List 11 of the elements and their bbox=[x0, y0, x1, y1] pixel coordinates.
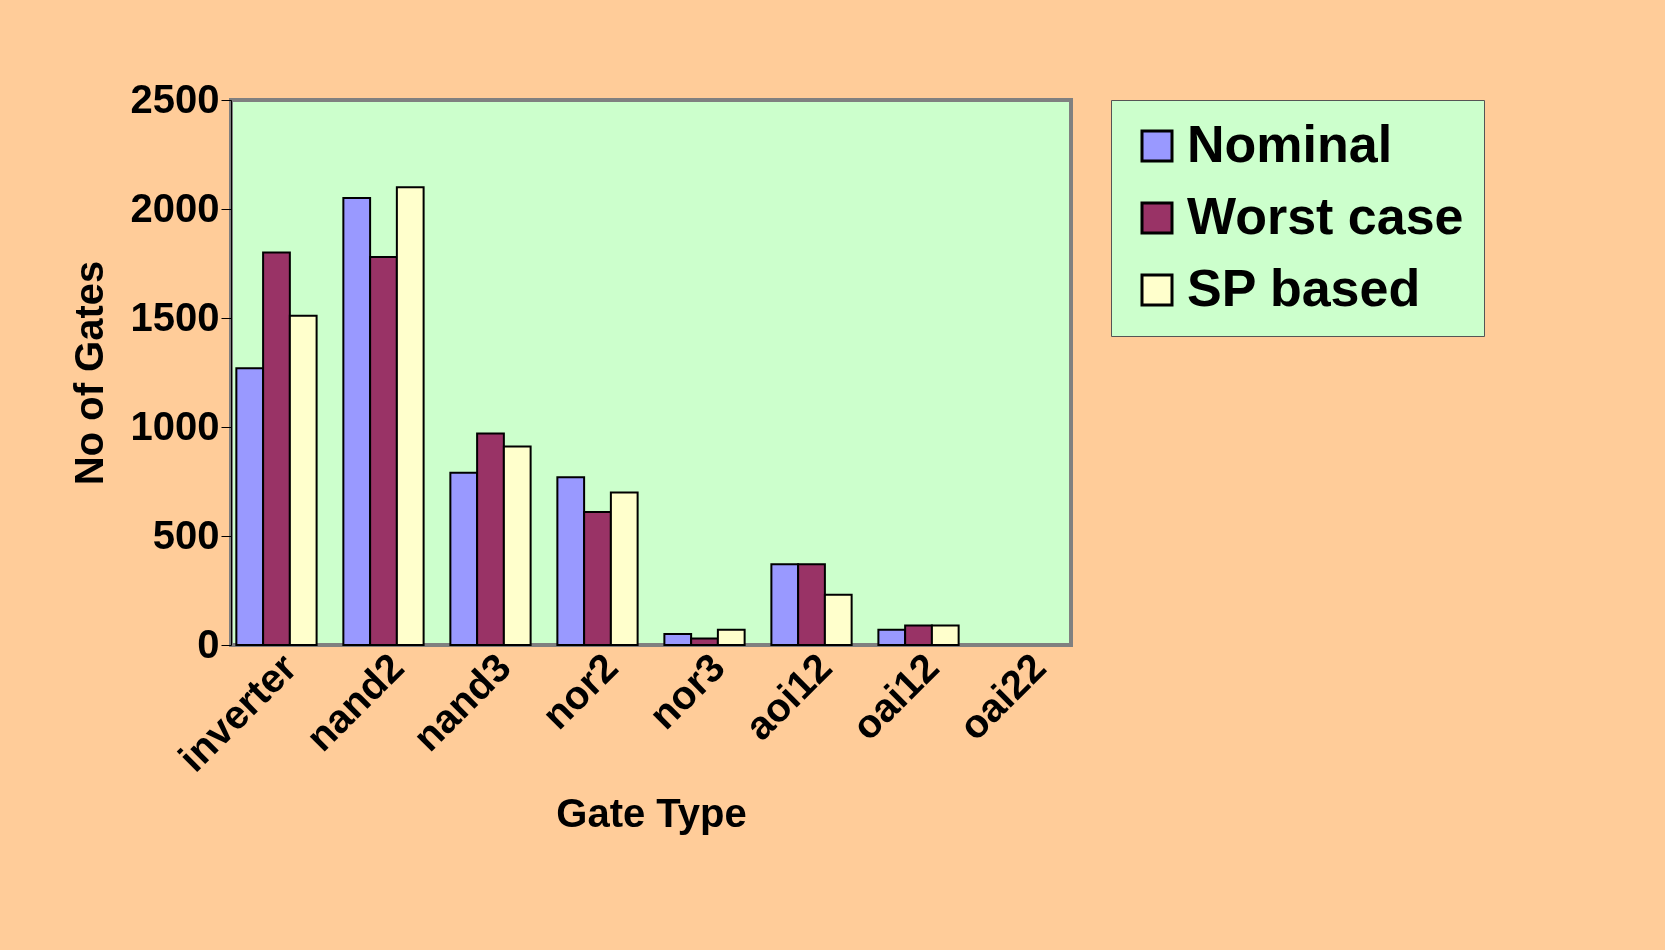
y-axis-title: No of Gates bbox=[66, 260, 111, 486]
legend-label: Nominal bbox=[1187, 115, 1393, 173]
x-axis-title: Gate Type bbox=[556, 790, 747, 835]
y-tick-label: 500 bbox=[152, 512, 220, 557]
y-tick-label: 2000 bbox=[130, 185, 220, 230]
y-tick-label: 1500 bbox=[130, 294, 220, 339]
y-tick-label: 1000 bbox=[130, 403, 220, 448]
legend-label: Worst case bbox=[1187, 187, 1464, 245]
y-tick-label: 2500 bbox=[130, 76, 220, 121]
y-tick-label: 0 bbox=[197, 621, 220, 666]
legend-label: SP based bbox=[1187, 259, 1421, 317]
